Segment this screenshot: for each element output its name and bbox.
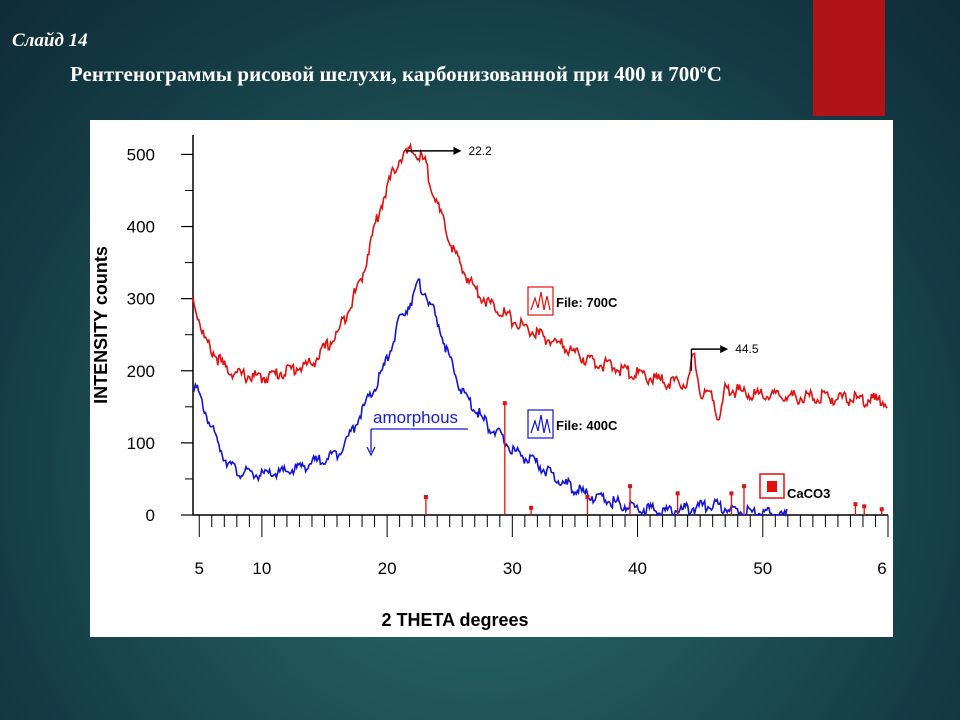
caco3-reference-peaks xyxy=(423,401,884,515)
x-axis-title: 2 THETA degrees xyxy=(381,610,528,630)
caco3-peak-marker xyxy=(675,491,680,496)
amorphous-arrow-head xyxy=(366,446,376,457)
x-tick-label: 50 xyxy=(753,559,772,578)
y-tick-label: 200 xyxy=(127,362,155,381)
x-tick-label: 30 xyxy=(503,559,522,578)
annotation-44-5: 44.5 xyxy=(735,342,759,356)
legend-caco3-marker xyxy=(767,481,777,492)
caco3-peak-marker xyxy=(741,484,746,489)
caco3-peak-marker xyxy=(585,494,590,499)
caco3-peak-marker xyxy=(862,504,867,509)
legend-icon-box xyxy=(527,286,554,316)
chart-axes: 500 400 300 200 100 0 5 10 20 30 40 50 6 xyxy=(127,135,889,578)
x-tick-label: 6 xyxy=(877,559,886,578)
arrow-22-2-head xyxy=(453,146,462,155)
legend-icon-box xyxy=(527,409,554,439)
chart-svg: 500 400 300 200 100 0 5 10 20 30 40 50 6 22.2 44.5 amo… xyxy=(91,135,889,630)
caco3-peak-marker xyxy=(529,505,534,510)
slide-title: Рентгенограммы рисовой шелухи, карбонизо… xyxy=(70,62,722,86)
caco3-peak-marker xyxy=(853,502,858,507)
x-tick-label: 5 xyxy=(195,559,204,578)
chart-legend: File: 700C File: 400C CaCO3 xyxy=(527,286,830,501)
annotation-22-2: 22.2 xyxy=(468,144,492,158)
arrow-44-5-head xyxy=(720,345,729,354)
series-700c-line xyxy=(192,141,888,421)
accent-bar xyxy=(813,0,885,116)
y-tick-label: 0 xyxy=(146,506,155,525)
y-tick-label: 100 xyxy=(127,434,155,453)
xrd-chart: 500 400 300 200 100 0 5 10 20 30 40 50 6 22.2 44.5 amo… xyxy=(90,120,893,637)
legend-400c: File: 400C xyxy=(556,418,618,433)
caco3-peak-marker xyxy=(879,507,884,512)
chart-series xyxy=(192,141,888,518)
legend-icon-wave xyxy=(530,291,551,311)
caco3-peak-marker xyxy=(628,484,633,489)
y-tick-label: 300 xyxy=(127,290,155,309)
slide-number: Слайд 14 xyxy=(12,30,88,51)
y-axis-title: INTENSITY counts xyxy=(91,246,111,404)
legend-caco3: CaCO3 xyxy=(787,486,830,501)
y-tick-label: 500 xyxy=(127,145,155,164)
annotation-amorphous: amorphous xyxy=(373,408,458,427)
x-tick-label: 10 xyxy=(252,559,271,578)
caco3-peak-marker xyxy=(502,401,507,406)
caco3-peak-marker xyxy=(729,491,734,496)
legend-700c: File: 700C xyxy=(556,295,618,310)
caco3-peak-marker xyxy=(423,494,428,499)
x-tick-label: 20 xyxy=(378,559,397,578)
legend-icon-wave xyxy=(530,414,551,434)
series-400c-line xyxy=(192,278,788,518)
y-tick-label: 400 xyxy=(127,218,155,237)
x-tick-label: 40 xyxy=(628,559,647,578)
chart-annotations: 22.2 44.5 amorphous xyxy=(366,144,759,457)
